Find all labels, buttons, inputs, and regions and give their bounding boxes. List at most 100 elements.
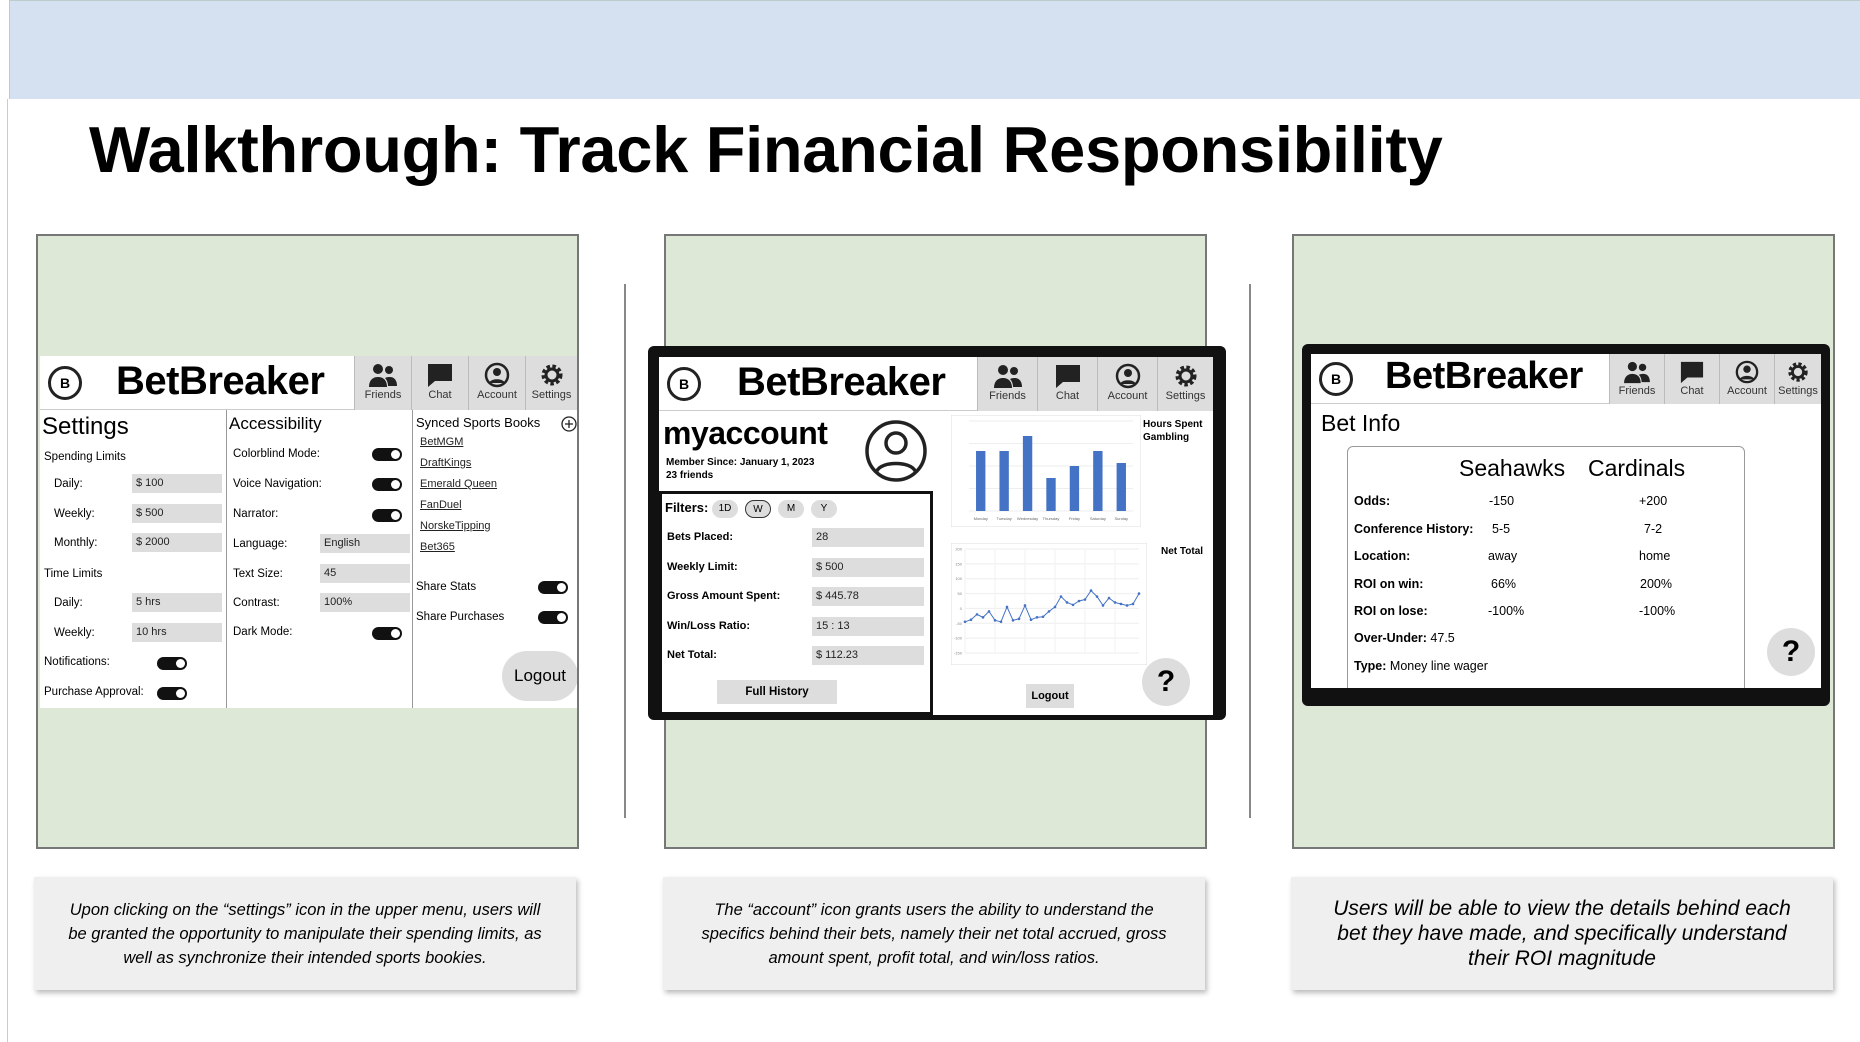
net-total-point: [1113, 601, 1117, 604]
filter-year[interactable]: Y: [811, 500, 837, 518]
settings-heading: Settings: [42, 413, 129, 440]
notifications-toggle[interactable]: [157, 657, 187, 670]
filter-1d[interactable]: 1D: [712, 500, 738, 518]
book-link-fanduel[interactable]: FanDuel: [420, 499, 462, 511]
net-total-point: [1053, 605, 1057, 609]
nav-chat[interactable]: Chat: [1037, 357, 1097, 411]
net-total-point: [993, 619, 997, 622]
header-band: [9, 0, 1860, 99]
text-size-input[interactable]: 45: [320, 564, 410, 583]
friends-icon: [993, 365, 1022, 388]
nav-settings[interactable]: Settings: [1157, 357, 1213, 411]
nav-settings-label: Settings: [1778, 385, 1818, 397]
monthly-label: Monthly:: [54, 537, 98, 549]
caption-account: The “account” icon grants users the abil…: [663, 877, 1205, 990]
member-since: Member Since: January 1, 2023: [666, 457, 815, 468]
time-weekly-input[interactable]: 10 hrs: [132, 623, 222, 642]
bar-tick-label: Friday: [1069, 516, 1080, 521]
help-button[interactable]: ?: [1767, 628, 1815, 676]
weekly-limit-label: Weekly Limit:: [667, 561, 738, 573]
nav-account[interactable]: Account: [1097, 357, 1157, 411]
over-under-label: Over-Under:: [1354, 631, 1427, 645]
bet-type-value: Money line wager: [1389, 659, 1488, 673]
app-bar: B BetBreaker Friends Chat Account Settin…: [659, 357, 1213, 411]
contrast-input[interactable]: 100%: [320, 593, 410, 612]
dark-mode-toggle[interactable]: [372, 627, 402, 640]
nav-friends[interactable]: Friends: [354, 356, 411, 410]
nav-chat[interactable]: Chat: [411, 356, 468, 410]
account-icon: [1735, 360, 1759, 384]
nav-friends[interactable]: Friends: [977, 357, 1037, 411]
share-stats-toggle[interactable]: [538, 581, 568, 594]
betbreaker-logo-icon[interactable]: B: [48, 366, 82, 400]
monthly-limit-input[interactable]: $ 2000: [132, 533, 222, 552]
line-tick-label: -50: [956, 621, 963, 626]
account-icon: [484, 362, 510, 388]
nav-account-label: Account: [1727, 385, 1767, 397]
book-link-norsketipping[interactable]: NorskeTipping: [420, 520, 491, 532]
net-total-point: [1131, 602, 1135, 606]
net-total-point: [1011, 619, 1015, 622]
bar-friday: [1069, 466, 1080, 511]
nav-account-label: Account: [477, 389, 517, 401]
filter-month[interactable]: M: [778, 500, 804, 518]
bar-tick-label: Thursday: [1043, 516, 1060, 521]
bets-placed-value: 28: [812, 528, 924, 547]
book-link-betmgm[interactable]: BetMGM: [420, 436, 464, 448]
line-tick-label: -100: [954, 636, 963, 641]
logout-button[interactable]: Logout: [1026, 684, 1074, 708]
text-size-label: Text Size:: [233, 568, 283, 580]
net-total-point: [1107, 596, 1111, 600]
profile-avatar-icon[interactable]: [864, 419, 928, 483]
colorblind-label: Colorblind Mode:: [233, 448, 320, 460]
team-a-name: Seahawks: [1459, 455, 1566, 481]
nav-chat[interactable]: Chat: [1664, 354, 1719, 404]
bar-monday: [976, 451, 986, 511]
nav-account[interactable]: Account: [468, 356, 525, 410]
net-total-point: [1119, 602, 1123, 606]
help-button[interactable]: ?: [1142, 658, 1190, 706]
filters-label: Filters:: [665, 500, 709, 515]
conference-team-a: 5-5: [1492, 522, 1511, 536]
purchase-approval-toggle[interactable]: [157, 687, 187, 700]
app-bar: B BetBreaker Friends Chat Account Settin…: [40, 356, 577, 410]
winloss-label: Win/Loss Ratio:: [667, 620, 751, 632]
logout-button[interactable]: Logout: [502, 651, 577, 701]
chat-icon: [428, 364, 452, 387]
daily-limit-input[interactable]: $ 100: [132, 474, 222, 493]
gross-spent-label: Gross Amount Spent:: [667, 590, 781, 602]
time-daily-input[interactable]: 5 hrs: [132, 593, 222, 612]
voice-nav-toggle[interactable]: [372, 478, 402, 491]
weekly-limit-input[interactable]: $ 500: [132, 504, 222, 523]
net-total-point: [1029, 618, 1033, 622]
language-select[interactable]: English: [320, 534, 410, 553]
book-link-draftkings[interactable]: DraftKings: [420, 457, 472, 469]
betbreaker-logo-icon[interactable]: B: [667, 367, 701, 401]
bar-wednesday: [1022, 436, 1033, 511]
gear-icon: [541, 364, 562, 386]
share-purchases-toggle[interactable]: [538, 611, 568, 624]
time-weekly-label: Weekly:: [54, 627, 95, 639]
narrator-toggle[interactable]: [372, 509, 402, 522]
filter-week[interactable]: W: [745, 500, 771, 518]
add-book-icon[interactable]: [561, 416, 577, 432]
nav-settings[interactable]: Settings: [1774, 354, 1821, 404]
full-history-button[interactable]: Full History: [717, 680, 837, 704]
net-total-point: [1005, 605, 1009, 609]
net-total-point: [1023, 604, 1027, 607]
net-total-point: [1017, 617, 1021, 621]
line-chart-title: Net Total: [1161, 546, 1204, 557]
nav-account[interactable]: Account: [1719, 354, 1774, 404]
share-stats-label: Share Stats: [416, 581, 477, 593]
bar-thursday: [1046, 478, 1056, 511]
roi-win-label: ROI on win:: [1354, 577, 1424, 591]
colorblind-toggle[interactable]: [372, 448, 402, 461]
nav-friends[interactable]: Friends: [1609, 354, 1664, 404]
stats-box: [659, 491, 933, 715]
nav-settings[interactable]: Settings: [525, 356, 577, 410]
over-under-value: 47.5: [1430, 631, 1455, 645]
book-link-bet365[interactable]: Bet365: [420, 541, 455, 553]
book-link-emerald-queen[interactable]: Emerald Queen: [420, 478, 498, 490]
betbreaker-logo-icon[interactable]: B: [1319, 362, 1353, 396]
daily-label: Daily:: [54, 478, 83, 490]
